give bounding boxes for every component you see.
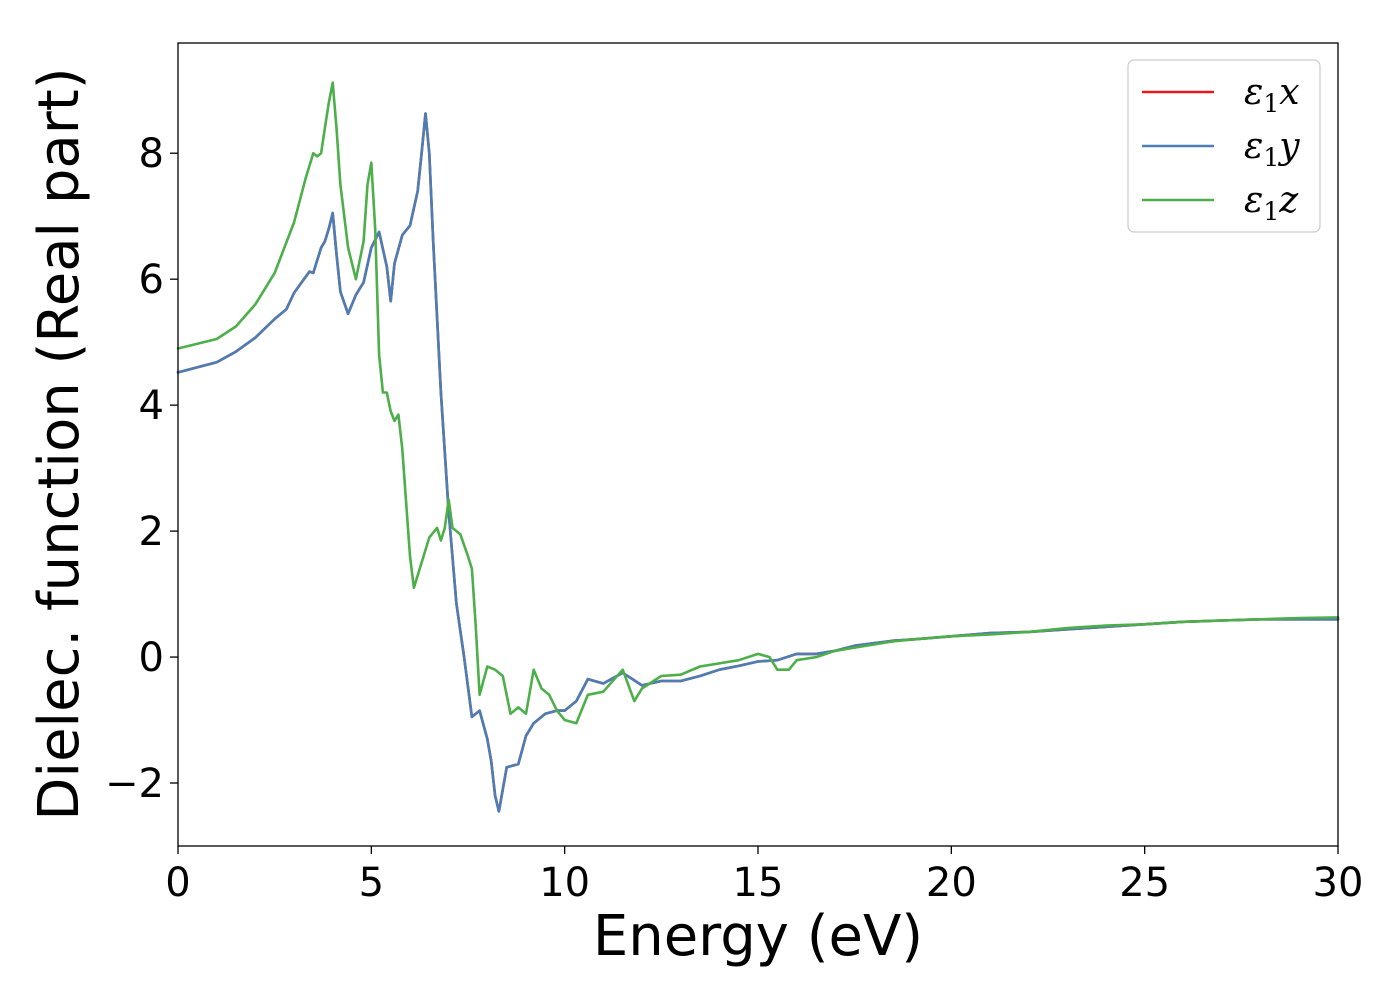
legend-subscript: 1 [1263,89,1279,118]
legend-symbol: ε [1244,72,1263,113]
legend-label-x: ε1x [1244,72,1300,118]
y-tick-label: 6 [139,257,164,303]
y-tick-label: 8 [139,131,164,177]
legend-frame [1127,59,1321,233]
y-tick-label: 0 [139,635,164,681]
x-tick-label: 15 [733,860,784,906]
legend-component: y [1277,126,1300,167]
x-tick-label: 0 [165,860,190,906]
legend-symbol: ε [1244,180,1263,221]
legend-subscript: 1 [1263,197,1279,226]
y-tick-label: −2 [105,761,164,807]
y-axis-label: Dielec. function (Real part) [27,67,92,820]
y-axis: −2 0 2 4 6 8 [105,131,178,807]
legend-label-z: ε1z [1244,180,1299,226]
y-tick-label: 4 [139,383,164,429]
x-axis-label: Energy (eV) [593,904,923,969]
legend-symbol: ε [1244,126,1263,167]
y-tick-label: 2 [139,509,164,555]
x-tick-label: 30 [1313,860,1364,906]
x-tick-label: 20 [926,860,977,906]
legend-component: x [1279,72,1299,113]
x-tick-label: 10 [539,860,590,906]
legend-subscript: 1 [1263,143,1279,172]
series-layer [176,81,1340,813]
x-tick-label: 25 [1119,860,1170,906]
x-axis: 0 5 10 15 20 25 30 [165,846,1363,906]
legend-component: z [1278,180,1299,221]
x-tick-label: 5 [359,860,384,906]
series-line-z [176,81,1340,725]
legend-label-y: ε1y [1244,126,1300,172]
